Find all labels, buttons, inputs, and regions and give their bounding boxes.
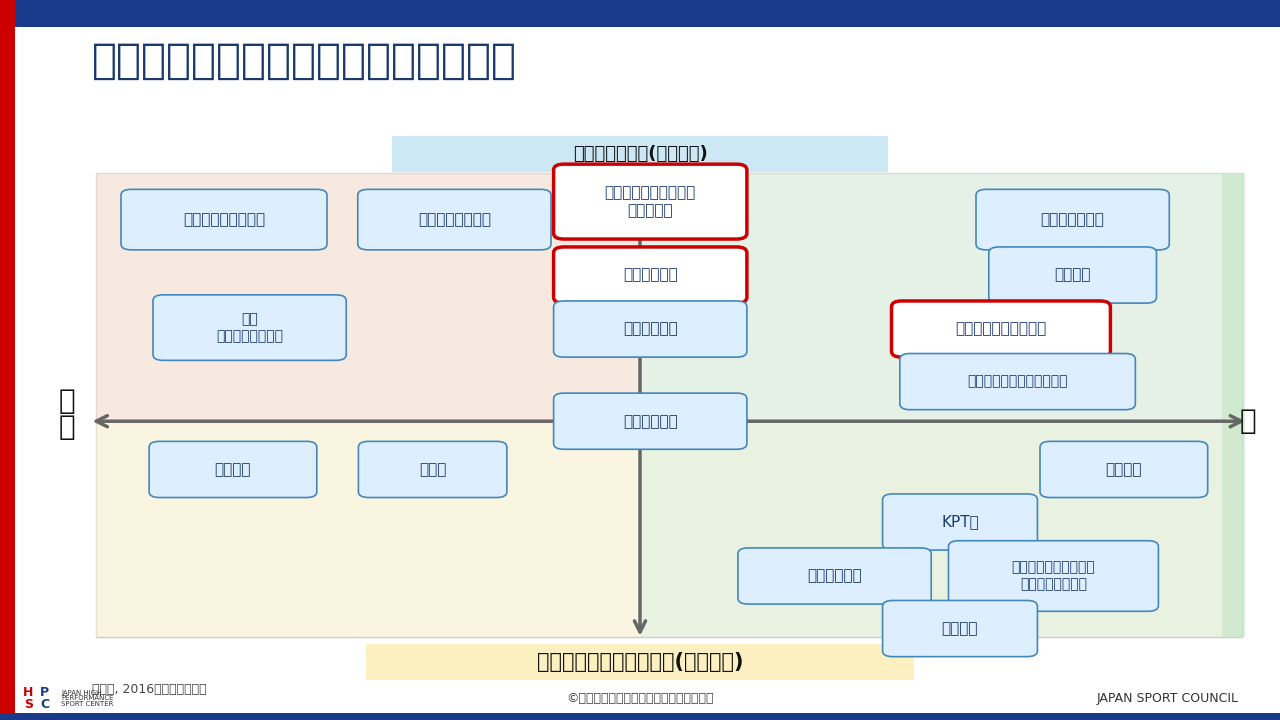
Text: メンタルトレーニング技法の見取り図: メンタルトレーニング技法の見取り図: [92, 40, 517, 82]
FancyBboxPatch shape: [154, 295, 346, 360]
Text: 姿勢
（パワーポーズ）: 姿勢 （パワーポーズ）: [216, 312, 283, 343]
Text: イメージトレーニング: イメージトレーニング: [955, 322, 1047, 336]
FancyBboxPatch shape: [366, 644, 914, 680]
FancyBboxPatch shape: [554, 164, 748, 239]
Text: アスリートとしての基盤(日常場面): アスリートとしての基盤(日常場面): [536, 652, 744, 672]
FancyBboxPatch shape: [0, 713, 1280, 720]
Text: モニタリング: モニタリング: [623, 414, 677, 428]
Text: 自己分析: 自己分析: [942, 621, 978, 636]
FancyBboxPatch shape: [554, 301, 748, 357]
FancyBboxPatch shape: [148, 441, 317, 498]
FancyBboxPatch shape: [358, 189, 550, 250]
Text: 呼吸法: 呼吸法: [419, 462, 447, 477]
FancyBboxPatch shape: [96, 173, 1242, 637]
FancyBboxPatch shape: [739, 548, 932, 604]
FancyBboxPatch shape: [891, 301, 1110, 357]
FancyBboxPatch shape: [554, 247, 748, 303]
FancyBboxPatch shape: [96, 173, 640, 421]
FancyBboxPatch shape: [0, 0, 15, 720]
FancyBboxPatch shape: [1039, 441, 1208, 498]
Text: 目標設定: 目標設定: [1106, 462, 1142, 477]
FancyBboxPatch shape: [640, 173, 1242, 421]
FancyBboxPatch shape: [554, 393, 748, 449]
Text: キューワード: キューワード: [623, 322, 677, 336]
FancyBboxPatch shape: [358, 441, 507, 498]
Text: 視線のコントロール: 視線のコントロール: [183, 212, 265, 227]
Text: JAPAN SPORT COUNCIL: JAPAN SPORT COUNCIL: [1097, 692, 1239, 705]
FancyBboxPatch shape: [977, 189, 1170, 250]
Text: 身
体: 身 体: [59, 387, 74, 441]
Text: 認知再構成法: 認知再構成法: [808, 569, 861, 583]
Text: 筋弛緩法: 筋弛緩法: [215, 462, 251, 477]
Text: P: P: [40, 686, 50, 699]
FancyBboxPatch shape: [948, 541, 1158, 611]
FancyBboxPatch shape: [640, 421, 1242, 637]
Text: サイキングアップ: サイキングアップ: [417, 212, 492, 227]
Text: PERFORMANCE: PERFORMANCE: [61, 696, 114, 701]
FancyBboxPatch shape: [883, 600, 1038, 657]
Text: ©独立行政法人日本スポーツ振興センター: ©独立行政法人日本スポーツ振興センター: [566, 692, 714, 705]
FancyBboxPatch shape: [392, 136, 888, 172]
Text: 競技場面に特化(競技場面): 競技場面に特化(競技場面): [572, 145, 708, 163]
Text: C: C: [40, 698, 50, 711]
FancyBboxPatch shape: [96, 421, 640, 637]
Text: ソーシャルサポート・
ネットワーク分析: ソーシャルサポート・ ネットワーク分析: [1011, 561, 1096, 591]
Text: セルフトーク: セルフトーク: [623, 268, 677, 282]
Text: 暗示技法: 暗示技法: [1055, 268, 1091, 282]
Text: JAPAN HIGH: JAPAN HIGH: [61, 690, 102, 696]
Text: ポジティブ思考: ポジティブ思考: [1041, 212, 1105, 227]
Text: プレ・パフォーマンス
ルーティン: プレ・パフォーマンス ルーティン: [604, 185, 696, 218]
FancyBboxPatch shape: [0, 0, 1280, 27]
Text: 心: 心: [1240, 408, 1256, 435]
Text: KPT法: KPT法: [941, 515, 979, 529]
FancyBboxPatch shape: [900, 354, 1135, 410]
Text: SPORT CENTER: SPORT CENTER: [61, 701, 114, 707]
Text: H: H: [23, 686, 33, 699]
Text: ピークパフォーマンス分析: ピークパフォーマンス分析: [968, 374, 1068, 389]
FancyBboxPatch shape: [1222, 173, 1245, 637]
FancyBboxPatch shape: [122, 189, 328, 250]
FancyBboxPatch shape: [883, 494, 1038, 550]
Text: S: S: [23, 698, 33, 711]
FancyBboxPatch shape: [988, 247, 1157, 303]
Text: （関矢, 2016）を参考に作成: （関矢, 2016）を参考に作成: [92, 683, 207, 696]
